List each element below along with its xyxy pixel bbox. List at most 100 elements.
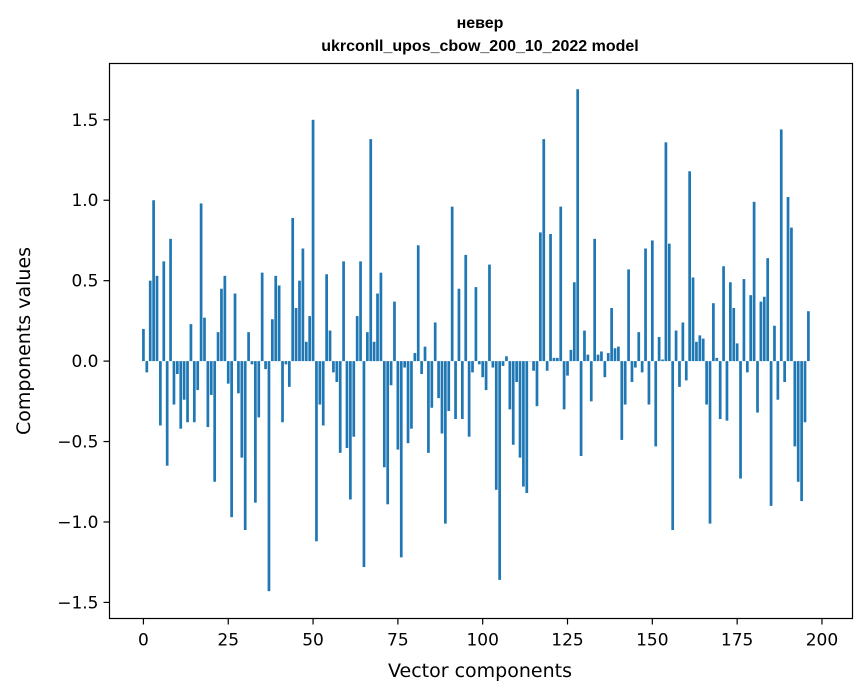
bar bbox=[243, 361, 247, 531]
bar bbox=[223, 275, 227, 362]
bar bbox=[355, 316, 359, 362]
chart-title: невер bbox=[457, 15, 504, 32]
bar bbox=[393, 301, 396, 362]
bar bbox=[759, 301, 763, 362]
bar bbox=[498, 361, 502, 580]
bar bbox=[708, 361, 712, 524]
bar bbox=[172, 361, 176, 405]
bar bbox=[613, 348, 617, 362]
bar bbox=[376, 293, 379, 362]
bar bbox=[661, 359, 664, 362]
bar bbox=[572, 282, 576, 362]
bar bbox=[291, 217, 295, 362]
y-tick-label: −0.5 bbox=[57, 433, 98, 453]
bar bbox=[237, 361, 240, 394]
bar bbox=[630, 361, 634, 383]
y-tick-label: 0.0 bbox=[71, 352, 98, 372]
x-axis-label: Vector components bbox=[388, 660, 572, 682]
y-tick-label: −1.0 bbox=[57, 513, 98, 533]
bar bbox=[698, 335, 702, 362]
bar bbox=[281, 361, 284, 423]
bar bbox=[369, 139, 373, 362]
bar bbox=[667, 243, 671, 362]
bar bbox=[674, 330, 678, 362]
bar bbox=[491, 361, 495, 368]
bar bbox=[179, 361, 183, 429]
bar bbox=[756, 361, 759, 413]
bar bbox=[484, 361, 488, 391]
bar bbox=[447, 361, 451, 411]
bar bbox=[515, 361, 518, 383]
bar bbox=[701, 338, 705, 362]
bar bbox=[145, 361, 149, 373]
bar bbox=[606, 353, 610, 362]
bar bbox=[576, 89, 580, 362]
bar bbox=[250, 361, 254, 365]
bar bbox=[155, 275, 159, 362]
bar bbox=[287, 361, 291, 387]
x-tick-label: 50 bbox=[302, 631, 324, 651]
bar bbox=[800, 361, 803, 502]
bar bbox=[518, 361, 522, 458]
bar bbox=[152, 200, 155, 362]
bar bbox=[335, 361, 339, 383]
bar bbox=[718, 361, 722, 420]
bar bbox=[257, 361, 261, 418]
bar bbox=[678, 361, 681, 387]
bar bbox=[634, 361, 637, 368]
bar bbox=[766, 258, 770, 362]
bar bbox=[586, 354, 590, 362]
bar bbox=[301, 248, 305, 362]
bar bbox=[230, 361, 233, 518]
bar bbox=[430, 361, 434, 408]
bar bbox=[176, 361, 179, 374]
bar bbox=[542, 139, 546, 362]
bar bbox=[596, 354, 600, 362]
bar bbox=[294, 308, 298, 362]
bar bbox=[776, 361, 780, 400]
bars-group bbox=[142, 89, 810, 592]
bar bbox=[684, 361, 688, 381]
bar bbox=[769, 361, 773, 506]
bar bbox=[464, 254, 468, 362]
bar bbox=[403, 361, 407, 368]
x-tick-label: 75 bbox=[387, 631, 409, 651]
bar bbox=[240, 361, 244, 458]
bar bbox=[555, 357, 559, 362]
bar bbox=[644, 248, 647, 362]
bar bbox=[732, 308, 736, 362]
bar bbox=[803, 361, 807, 423]
x-tick-label: 200 bbox=[806, 631, 838, 651]
bar bbox=[220, 288, 223, 362]
bar bbox=[389, 361, 393, 386]
bar bbox=[569, 349, 573, 362]
bar bbox=[522, 361, 525, 487]
bar bbox=[182, 361, 186, 400]
y-tick-label: 1.5 bbox=[71, 111, 98, 131]
bar bbox=[349, 361, 352, 500]
bar bbox=[627, 269, 630, 362]
bar bbox=[715, 357, 719, 362]
bar bbox=[549, 234, 552, 362]
bar bbox=[664, 142, 668, 362]
bar bbox=[477, 361, 481, 365]
bar bbox=[199, 203, 203, 362]
y-axis-label: Components values bbox=[13, 247, 35, 435]
bar bbox=[460, 361, 464, 420]
bar bbox=[779, 129, 783, 362]
bar bbox=[216, 332, 220, 362]
bar bbox=[617, 346, 620, 362]
bar bbox=[328, 330, 332, 362]
bar bbox=[359, 261, 362, 362]
bar bbox=[511, 361, 515, 445]
bar bbox=[786, 197, 790, 362]
bar bbox=[562, 361, 566, 410]
bar bbox=[471, 361, 474, 373]
x-tick-label: 0 bbox=[138, 631, 149, 651]
bar bbox=[413, 353, 417, 362]
bar bbox=[427, 361, 430, 453]
bar bbox=[589, 361, 593, 402]
bar bbox=[165, 361, 169, 466]
bar bbox=[332, 361, 335, 373]
